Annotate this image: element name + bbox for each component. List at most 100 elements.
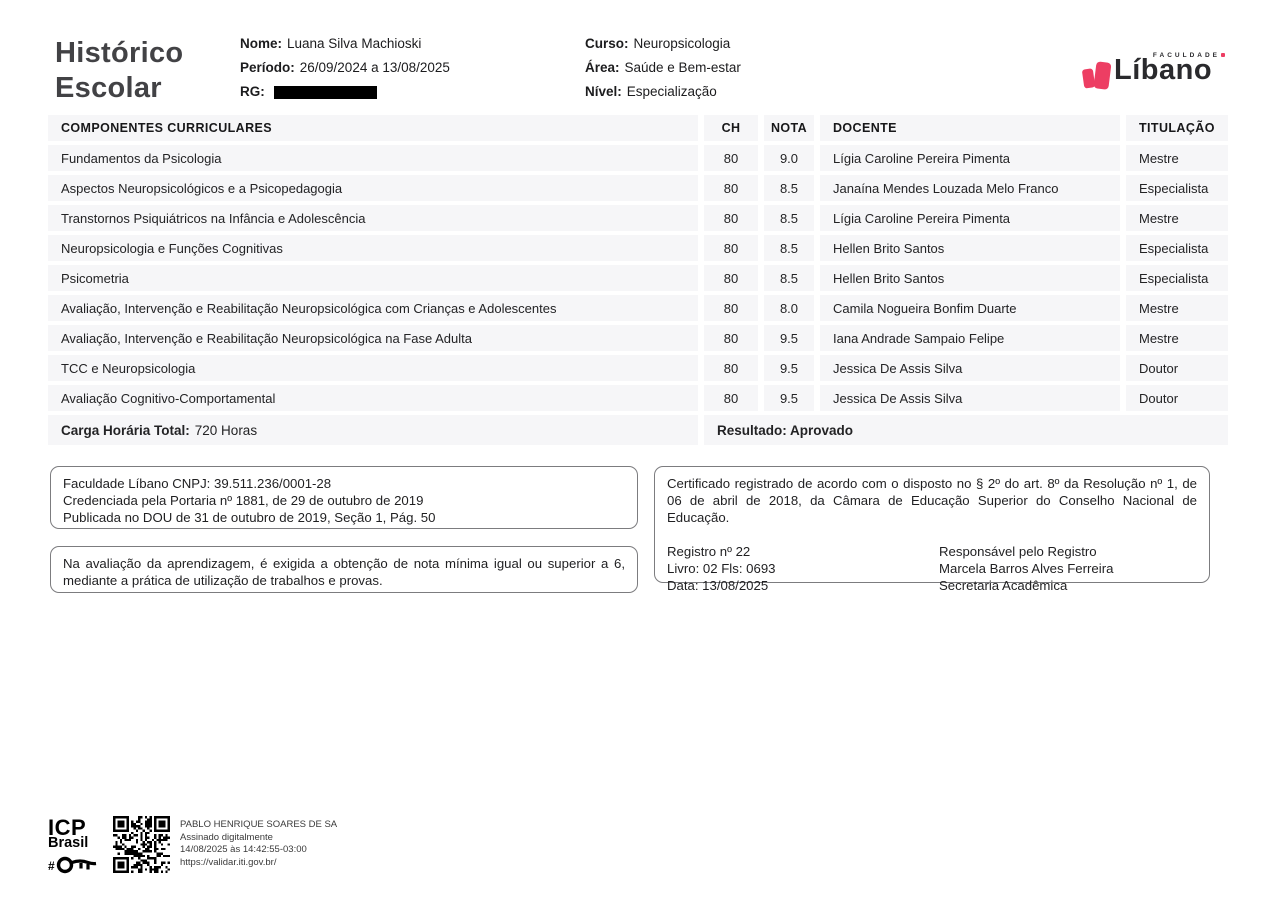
cell-nota: 9.5 [764, 385, 814, 411]
col-header-nota: NOTA [764, 115, 814, 141]
cell-nota: 8.5 [764, 205, 814, 231]
icp-text: ICP [48, 815, 87, 840]
page-title-line2: Escolar [55, 72, 162, 104]
period-value: 26/09/2024 a 13/08/2025 [299, 60, 450, 75]
table-header-row: COMPONENTES CURRICULARES CH NOTA DOCENTE… [48, 115, 1228, 141]
cell-component: Aspectos Neuropsicológicos e a Psicopeda… [48, 175, 698, 201]
student-name-line: Nome: Luana Silva Machioski [240, 32, 450, 56]
registry-responsible: Responsável pelo Registro Marcela Barros… [939, 543, 1113, 594]
accreditation-line3: Publicada no DOU de 31 de outubro de 201… [63, 510, 436, 525]
cell-component: Neuropsicologia e Funções Cognitivas [48, 235, 698, 261]
libano-book-icon [1082, 61, 1112, 90]
cell-ch: 80 [704, 265, 758, 291]
signature-datetime: 14/08/2025 às 14:42:55-03:00 [180, 844, 307, 855]
level-line: Nível: Especialização [585, 80, 741, 104]
cell-docente: Janaína Mendes Louzada Melo Franco [820, 175, 1120, 201]
cell-component: Transtornos Psiquiátricos na Infância e … [48, 205, 698, 231]
level-value: Especialização [626, 84, 717, 99]
cell-docente: Hellen Brito Santos [820, 235, 1120, 261]
cell-titulacao: Doutor [1126, 385, 1228, 411]
col-header-ch: CH [704, 115, 758, 141]
brasil-text: Brasil [48, 835, 89, 851]
logo-name-text: Líbano [1114, 54, 1213, 86]
key-icon: # [48, 856, 97, 874]
student-period-line: Período: 26/09/2024 a 13/08/2025 [240, 56, 450, 80]
cell-ch: 80 [704, 355, 758, 381]
cell-titulacao: Mestre [1126, 295, 1228, 321]
accreditation-line1: Faculdade Líbano CNPJ: 39.511.236/0001-2… [63, 476, 332, 491]
cell-docente: Jessica De Assis Silva [820, 385, 1120, 411]
cell-titulacao: Mestre [1126, 325, 1228, 351]
cell-nota: 9.5 [764, 325, 814, 351]
cell-docente: Lígia Caroline Pereira Pimenta [820, 145, 1120, 171]
cell-nota: 8.5 [764, 265, 814, 291]
certificate-registry-box: Certificado registrado de acordo com o d… [654, 466, 1210, 593]
signature-text: PABLO HENRIQUE SOARES DE SA Assinado dig… [180, 819, 337, 869]
col-header-titulacao: TITULAÇÃO [1126, 115, 1228, 141]
accreditation-line2: Credenciada pela Portaria nº 1881, de 29… [63, 493, 424, 508]
table-row: Aspectos Neuropsicológicos e a Psicopeda… [48, 175, 1228, 201]
table-row: Psicometria 80 8.5 Hellen Brito Santos E… [48, 265, 1228, 291]
table-row: Avaliação, Intervenção e Reabilitação Ne… [48, 295, 1228, 321]
responsible-role: Secretaria Acadêmica [939, 578, 1068, 593]
cell-ch: 80 [704, 145, 758, 171]
page-title-line1: Histórico [55, 37, 184, 69]
cell-ch: 80 [704, 385, 758, 411]
cell-component: Psicometria [48, 265, 698, 291]
registry-date: Data: 13/08/2025 [667, 578, 769, 593]
grading-rule-box: Na avaliação da aprendizagem, é exigida … [50, 546, 638, 593]
col-header-docente: DOCENTE [820, 115, 1120, 141]
icp-brasil-logo: ICP Brasil # [48, 815, 102, 883]
signer-name: PABLO HENRIQUE SOARES DE SA [180, 819, 338, 830]
area-value: Saúde e Bem-estar [624, 60, 741, 75]
cell-titulacao: Especialista [1126, 235, 1228, 261]
name-value: Luana Silva Machioski [287, 36, 422, 51]
certificate-columns: Registro nº 22 Livro: 02 Fls: 0693 Data:… [667, 543, 1197, 594]
cell-nota: 9.0 [764, 145, 814, 171]
area-label: Área: [585, 60, 620, 75]
logo-accent-dot [1221, 53, 1225, 57]
total-hours-label: Carga Horária Total: [61, 422, 190, 438]
course-value: Neuropsicologia [633, 36, 731, 51]
rg-redaction-bar [273, 85, 377, 99]
cell-component: Avaliação, Intervenção e Reabilitação Ne… [48, 295, 698, 321]
svg-text:#: # [48, 859, 55, 873]
cell-docente: Camila Nogueira Bonfim Duarte [820, 295, 1120, 321]
rg-label: RG: [240, 84, 265, 99]
responsible-title: Responsável pelo Registro [939, 544, 1097, 559]
registry-number: Registro nº 22 [667, 544, 751, 559]
course-info: Curso: Neuropsicologia Área: Saúde e Bem-e… [585, 32, 741, 104]
cell-titulacao: Especialista [1126, 175, 1228, 201]
table-footer-row: Carga Horária Total: 720 Horas Resultado:… [48, 415, 1228, 445]
cell-docente: Lígia Caroline Pereira Pimenta [820, 205, 1120, 231]
cell-ch: 80 [704, 325, 758, 351]
signature-validation-url: https://validar.iti.gov.br/ [180, 856, 277, 868]
cell-titulacao: Especialista [1126, 265, 1228, 291]
cell-component: Fundamentos da Psicologia [48, 145, 698, 171]
accreditation-box: Faculdade Líbano CNPJ: 39.511.236/0001-2… [50, 466, 638, 529]
qr-code [113, 816, 170, 873]
period-label: Período: [240, 60, 295, 75]
responsible-name: Marcela Barros Alves Ferreira [939, 561, 1114, 576]
cell-component: Avaliação, Intervenção e Reabilitação Ne… [48, 325, 698, 351]
cell-ch: 80 [704, 295, 758, 321]
result-cell: Resultado: Aprovado [704, 415, 1228, 445]
table-row: Neuropsicologia e Funções Cognitivas 80 … [48, 235, 1228, 261]
area-line: Área: Saúde e Bem-estar [585, 56, 741, 80]
registry-details: Registro nº 22 Livro: 02 Fls: 0693 Data:… [667, 543, 939, 594]
table-row: Avaliação Cognitivo-Comportamental 80 9.… [48, 385, 1228, 411]
course-label: Curso: [585, 36, 629, 51]
cell-ch: 80 [704, 235, 758, 261]
cell-docente: Hellen Brito Santos [820, 265, 1120, 291]
cell-nota: 8.5 [764, 175, 814, 201]
certificate-paragraph: Certificado registrado de acordo com o d… [667, 476, 1197, 525]
cell-docente: Jessica De Assis Silva [820, 355, 1120, 381]
cell-component: Avaliação Cognitivo-Comportamental [48, 385, 698, 411]
student-rg-line: RG: [240, 80, 450, 104]
digital-signature-block: ICP Brasil # PABLO HENRIQUE SOARES DE SA… [48, 816, 337, 883]
cell-ch: 80 [704, 205, 758, 231]
cell-nota: 8.0 [764, 295, 814, 321]
logo-faculdade-text: FACULDADE [1153, 52, 1225, 59]
col-header-componentes: COMPONENTES CURRICULARES [48, 115, 698, 141]
